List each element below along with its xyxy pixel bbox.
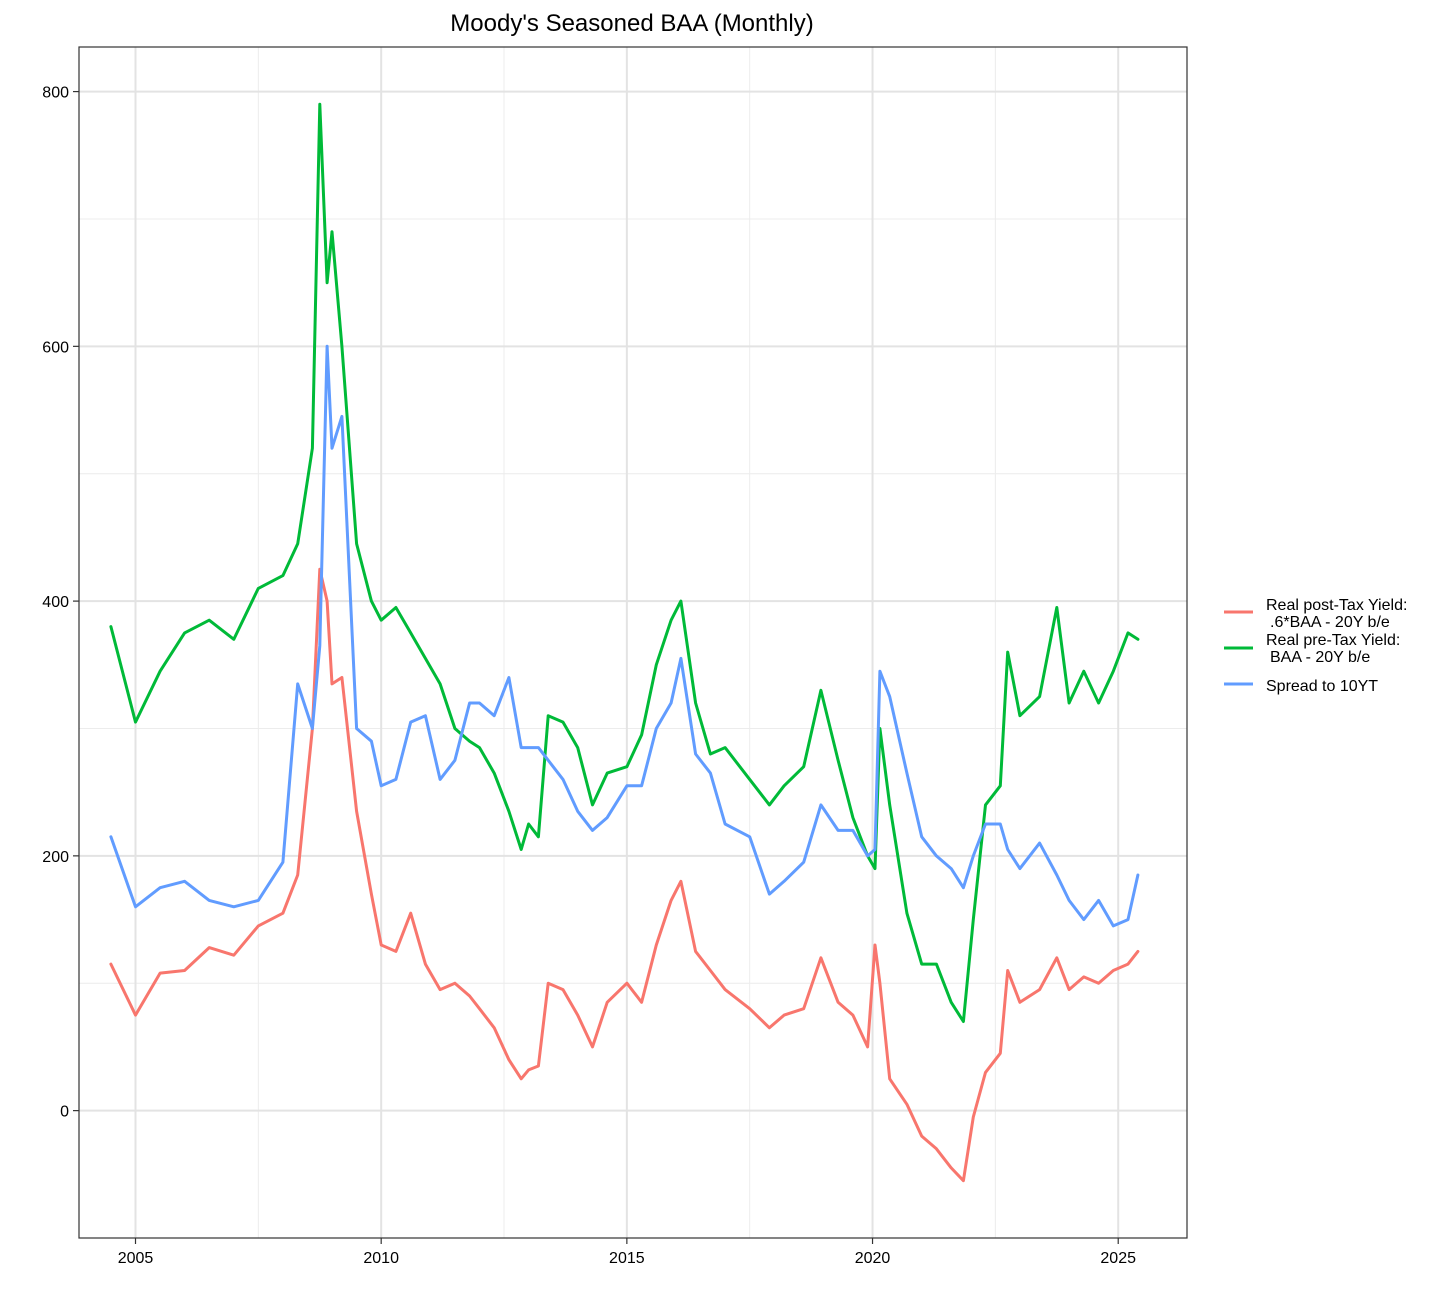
legend: Real post-Tax Yield: .6*BAA - 20Y b/eReal… (1224, 597, 1407, 695)
minor-gridlines (79, 47, 1187, 1239)
y-tick-label: 0 (60, 1104, 69, 1121)
x-tick-label: 2010 (363, 1250, 399, 1267)
legend-label: Real post-Tax Yield: .6*BAA - 20Y b/e (1266, 597, 1407, 631)
y-tick-label: 800 (42, 85, 69, 102)
y-tick-label: 600 (42, 339, 69, 356)
x-tick-label: 2015 (609, 1250, 645, 1267)
plot-panel-border (78, 46, 1188, 1239)
x-axis: 2005 2010 2015 2020 2025 (118, 1238, 1136, 1267)
legend-label: Spread to 10YT (1266, 678, 1378, 695)
x-tick-label: 2025 (1100, 1250, 1136, 1267)
series-line-1 (109, 567, 1140, 1183)
series-line-2 (109, 102, 1140, 1023)
series-lines (109, 102, 1140, 1183)
x-tick-label: 2020 (855, 1250, 891, 1267)
y-tick-label: 400 (42, 594, 69, 611)
series-line-3 (109, 344, 1140, 928)
y-tick-label: 200 (42, 849, 69, 866)
legend-label: Real pre-Tax Yield: BAA - 20Y b/e (1266, 632, 1400, 666)
chart-title: Moody's Seasoned BAA (Monthly) (450, 10, 813, 37)
x-tick-label: 2005 (118, 1250, 154, 1267)
major-gridlines (79, 47, 1187, 1238)
y-axis: 0 200 400 600 800 (42, 85, 79, 1121)
